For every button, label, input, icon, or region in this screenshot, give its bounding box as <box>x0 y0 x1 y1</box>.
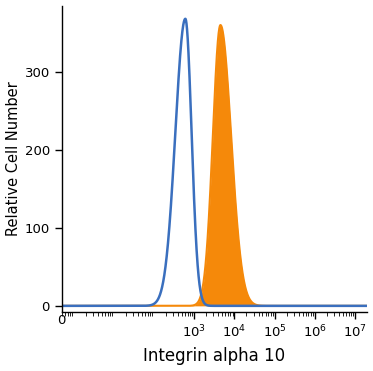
Y-axis label: Relative Cell Number: Relative Cell Number <box>6 82 21 236</box>
X-axis label: Integrin alpha 10: Integrin alpha 10 <box>143 348 285 365</box>
Text: 0: 0 <box>57 313 66 326</box>
